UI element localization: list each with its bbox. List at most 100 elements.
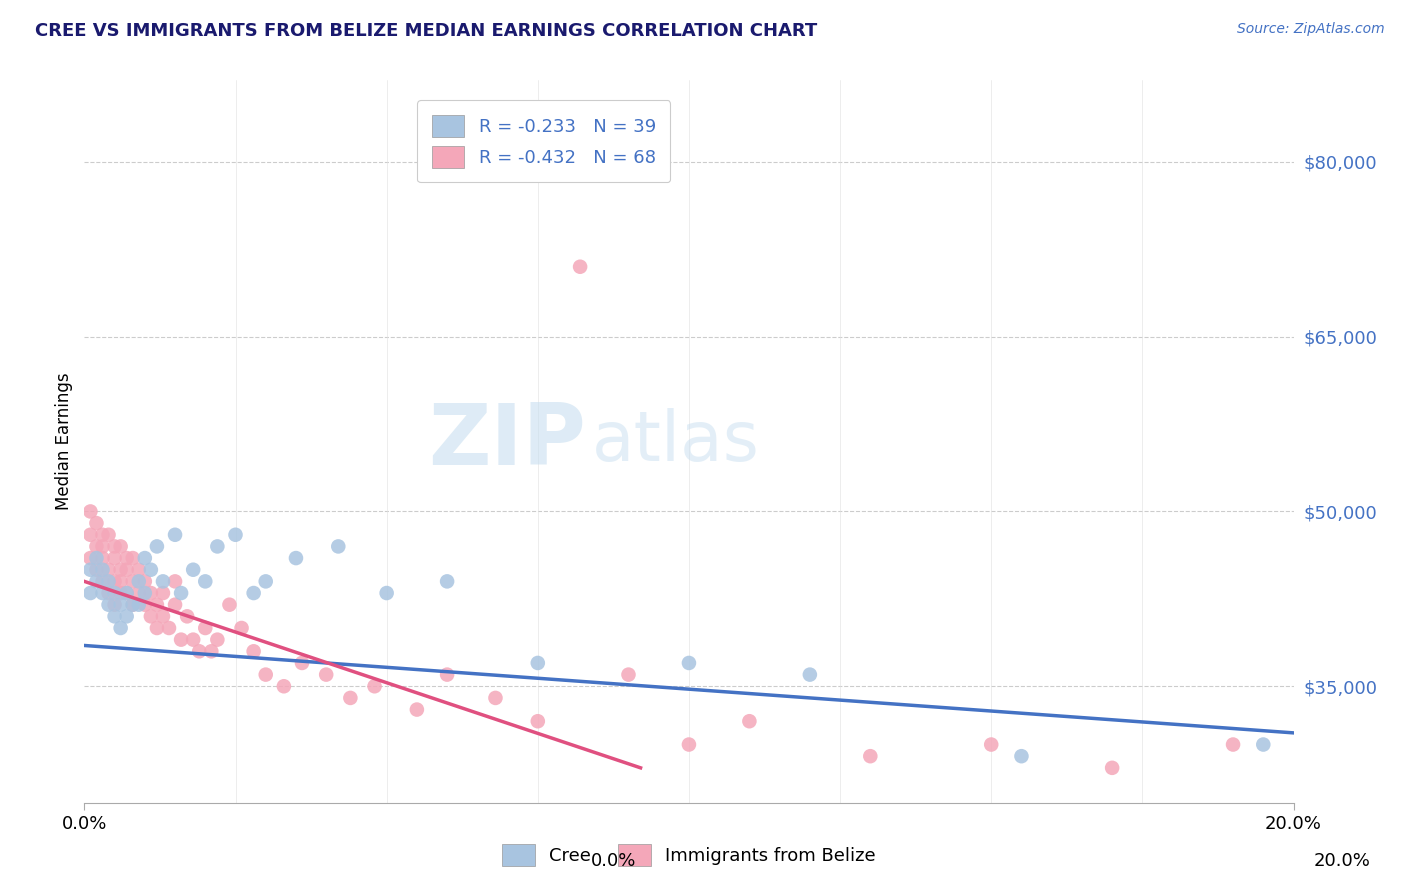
Point (91, 540, 114, 554)
Point (91, 551, 114, 566)
Point (91, 574, 114, 589)
Point (527, 714, 550, 729)
Point (181, 632, 204, 647)
Point (218, 598, 240, 612)
Point (121, 598, 143, 612)
Point (165, 528, 187, 542)
Point (115, 609, 138, 624)
Point (176, 609, 198, 624)
Point (617, 667, 640, 681)
Point (328, 540, 350, 554)
Point (165, 574, 187, 589)
Point (1253, 738, 1275, 752)
Point (569, 260, 592, 274)
Point (115, 586, 138, 600)
Point (79, 551, 101, 566)
Point (91, 563, 114, 577)
Point (242, 644, 264, 658)
Point (375, 586, 398, 600)
Point (134, 574, 156, 589)
Point (104, 574, 127, 589)
Point (436, 574, 458, 589)
Text: Source: ZipAtlas.com: Source: ZipAtlas.com (1237, 22, 1385, 37)
Text: atlas: atlas (592, 408, 761, 475)
Point (97, 598, 120, 612)
Point (110, 586, 132, 600)
Point (79, 504, 101, 518)
Point (436, 667, 458, 681)
Point (157, 621, 180, 635)
Point (242, 586, 264, 600)
Point (980, 738, 1002, 752)
Point (678, 738, 700, 752)
Point (115, 586, 138, 600)
Point (128, 586, 150, 600)
Point (273, 679, 295, 693)
Point (110, 598, 132, 612)
Point (207, 632, 229, 647)
Text: ZIP: ZIP (429, 400, 586, 483)
Point (181, 563, 204, 577)
Point (86, 540, 108, 554)
Point (484, 690, 506, 705)
Point (86, 574, 108, 589)
Point (170, 632, 193, 647)
Point (121, 574, 143, 589)
Point (110, 574, 132, 589)
Point (152, 574, 174, 589)
Point (152, 586, 174, 600)
Point (254, 574, 277, 589)
Point (170, 586, 193, 600)
Legend: Cree, Immigrants from Belize: Cree, Immigrants from Belize (488, 830, 890, 880)
Point (121, 551, 143, 566)
Point (86, 563, 108, 577)
Point (188, 644, 211, 658)
Point (194, 621, 217, 635)
Point (139, 609, 162, 624)
Point (152, 609, 174, 624)
Point (110, 621, 132, 635)
Point (291, 656, 314, 670)
Point (139, 586, 162, 600)
Point (406, 702, 429, 716)
Point (110, 540, 132, 554)
Point (115, 563, 138, 577)
Point (146, 598, 169, 612)
Point (146, 621, 169, 635)
Text: 0.0%: 0.0% (591, 852, 636, 870)
Point (134, 586, 156, 600)
Point (1101, 761, 1123, 775)
Point (231, 621, 253, 635)
Point (115, 551, 138, 566)
Point (128, 598, 150, 612)
Point (134, 598, 156, 612)
Point (1222, 738, 1244, 752)
Point (97, 563, 120, 577)
Point (254, 667, 277, 681)
Point (678, 656, 700, 670)
Point (110, 563, 132, 577)
Point (86, 551, 108, 566)
Point (207, 540, 229, 554)
Point (165, 598, 187, 612)
Text: 20.0%: 20.0% (1315, 852, 1371, 870)
Point (339, 690, 361, 705)
Point (225, 528, 247, 542)
Point (91, 586, 114, 600)
Point (104, 540, 127, 554)
Point (79, 528, 101, 542)
Point (104, 609, 127, 624)
Point (859, 749, 882, 764)
Point (146, 540, 169, 554)
Point (527, 656, 550, 670)
Point (194, 574, 217, 589)
Point (97, 528, 120, 542)
Point (91, 528, 114, 542)
Point (799, 667, 821, 681)
Point (104, 598, 127, 612)
Point (97, 574, 120, 589)
Point (128, 574, 150, 589)
Y-axis label: Median Earnings: Median Earnings (55, 373, 73, 510)
Text: CREE VS IMMIGRANTS FROM BELIZE MEDIAN EARNINGS CORRELATION CHART: CREE VS IMMIGRANTS FROM BELIZE MEDIAN EA… (35, 22, 817, 40)
Point (128, 563, 150, 577)
